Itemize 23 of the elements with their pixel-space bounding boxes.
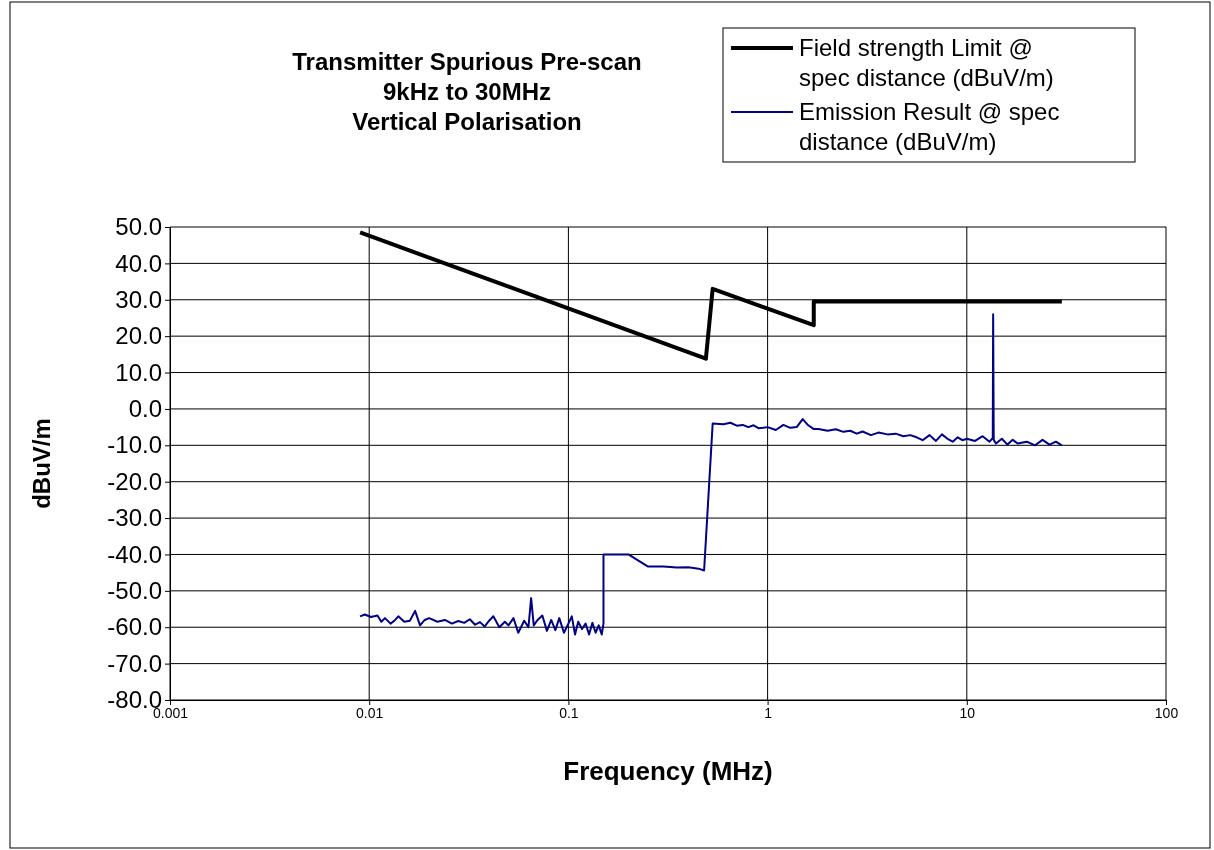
x-tick-label: 0.1 bbox=[559, 704, 579, 721]
y-tick-label: 20.0 bbox=[115, 322, 162, 350]
x-tick-label: 10 bbox=[959, 704, 976, 721]
y-tick-label: 50.0 bbox=[115, 213, 162, 241]
y-tick-label: -10.0 bbox=[107, 431, 162, 459]
y-tick-label: 30.0 bbox=[115, 285, 162, 313]
x-tick-label: 100 bbox=[1154, 704, 1179, 721]
y-tick-label: -40.0 bbox=[107, 540, 162, 568]
legend-label: Emission Result @ spec distance (dBuV/m) bbox=[799, 98, 1060, 155]
chart-title: Transmitter Spurious Pre-scan 9kHz to 30MHz Vertical Polarisation bbox=[292, 48, 642, 135]
x-tick-label: 0.01 bbox=[356, 704, 384, 721]
x-axis-title: Frequency (MHz) bbox=[563, 756, 773, 786]
y-tick-label: -50.0 bbox=[107, 577, 162, 605]
legend-label: Field strength Limit @ spec distance (dBuV/m) bbox=[799, 34, 1054, 91]
y-tick-label: 0.0 bbox=[128, 395, 162, 423]
y-tick-label: 10.0 bbox=[115, 358, 162, 386]
y-tick-label: -60.0 bbox=[107, 613, 162, 641]
y-tick-label: -30.0 bbox=[107, 504, 162, 532]
y-tick-label: -70.0 bbox=[107, 649, 162, 677]
y-axis-title: dBuV/m bbox=[28, 418, 55, 509]
x-tick-label: 1 bbox=[764, 704, 773, 721]
y-tick-label: -20.0 bbox=[107, 467, 162, 495]
y-tick-label: 40.0 bbox=[115, 249, 162, 277]
